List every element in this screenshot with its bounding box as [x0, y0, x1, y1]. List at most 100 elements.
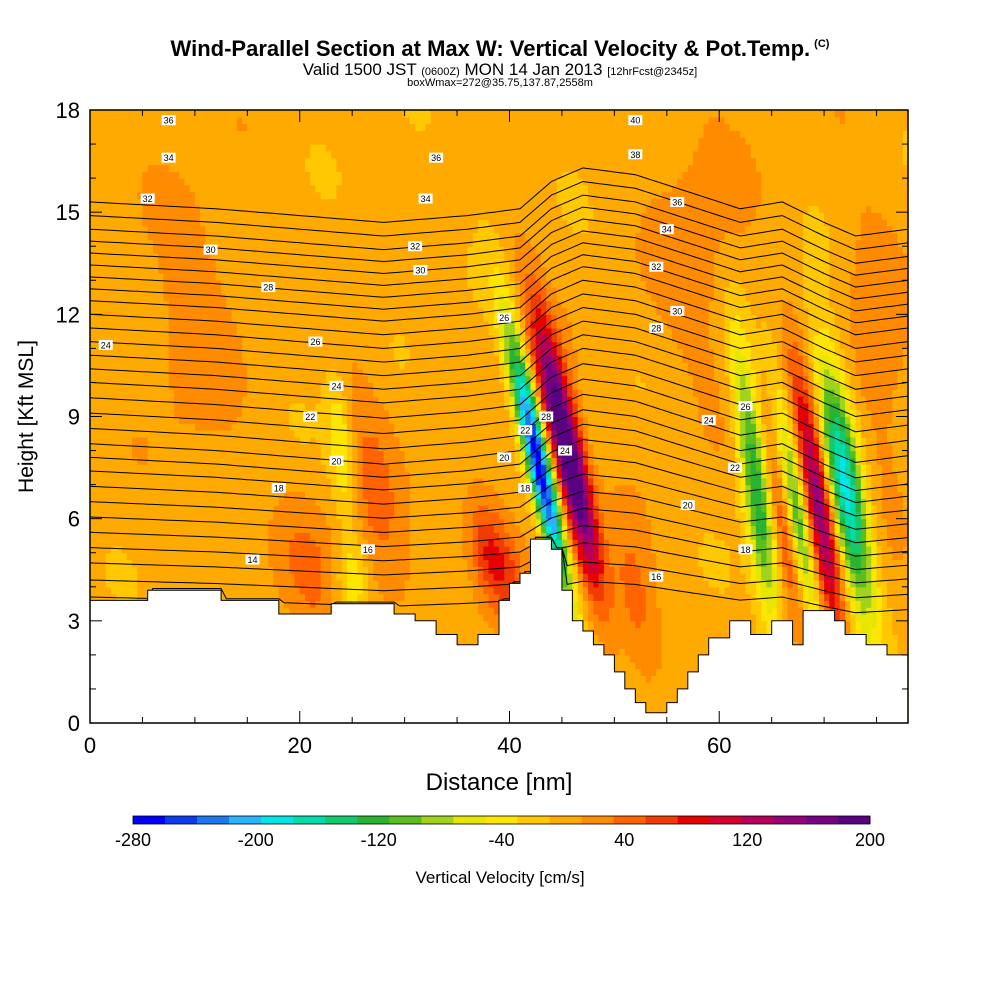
velocity-cell [331, 355, 337, 363]
velocity-cell [142, 205, 149, 213]
velocity-cell [226, 539, 233, 547]
velocity-cell [346, 259, 353, 268]
velocity-cell [137, 328, 143, 336]
velocity-cell [116, 348, 122, 356]
velocity-cell [263, 505, 269, 513]
velocity-cell [173, 164, 180, 172]
velocity-cell [294, 525, 301, 533]
velocity-cell [95, 116, 101, 125]
velocity-cell [373, 334, 379, 343]
velocity-cell [278, 511, 285, 520]
velocity-cell [100, 375, 107, 383]
velocity-cell [205, 539, 212, 547]
velocity-cell [378, 593, 385, 601]
velocity-cell [236, 498, 243, 506]
velocity-cell [111, 457, 117, 465]
velocity-cell [121, 225, 128, 234]
velocity-cell [179, 505, 185, 513]
velocity-cell [273, 314, 280, 322]
velocity-cell [173, 300, 180, 309]
velocity-cell [305, 362, 311, 370]
velocity-cell [373, 423, 379, 431]
velocity-cell [310, 375, 316, 383]
velocity-cell [158, 362, 164, 370]
velocity-cell [137, 273, 143, 281]
velocity-cell [142, 430, 149, 438]
velocity-cell [352, 205, 358, 213]
velocity-cell [268, 511, 275, 520]
velocity-cell [95, 110, 101, 118]
velocity-cell [189, 328, 196, 336]
velocity-cell [320, 178, 327, 186]
velocity-cell [315, 219, 322, 227]
velocity-cell [367, 178, 374, 186]
velocity-cell [268, 130, 275, 138]
velocity-cell [137, 559, 143, 567]
velocity-cell [168, 239, 175, 247]
velocity-cell [215, 144, 222, 152]
velocity-cell [116, 471, 122, 479]
velocity-cell [215, 334, 222, 343]
velocity-cell [320, 341, 327, 349]
velocity-cell [273, 518, 280, 527]
velocity-cell [184, 287, 191, 295]
velocity-cell [100, 321, 107, 329]
velocity-cell [194, 130, 201, 138]
velocity-cell [294, 157, 301, 166]
velocity-cell [352, 266, 358, 275]
velocity-cell [289, 307, 296, 315]
velocity-cell [346, 566, 353, 574]
velocity-cell [252, 382, 259, 390]
velocity-cell [215, 525, 222, 533]
velocity-cell [90, 545, 96, 554]
velocity-cell [221, 464, 227, 472]
velocity-cell [116, 464, 122, 472]
velocity-cell [226, 382, 233, 390]
velocity-cell [90, 464, 96, 472]
velocity-cell [163, 498, 170, 506]
velocity-cell [336, 246, 343, 254]
velocity-cell [373, 552, 379, 561]
velocity-cell [294, 212, 301, 220]
velocity-cell [242, 280, 248, 288]
velocity-cell [121, 457, 128, 465]
velocity-cell [205, 382, 212, 390]
velocity-cell [158, 184, 164, 193]
velocity-cell [137, 389, 143, 397]
velocity-cell [299, 341, 306, 349]
velocity-cell [326, 491, 332, 499]
velocity-cell [215, 423, 222, 431]
velocity-cell [299, 246, 306, 254]
velocity-cell [126, 198, 133, 206]
velocity-cell [242, 259, 248, 268]
velocity-cell [131, 552, 138, 561]
velocity-cell [236, 430, 243, 438]
velocity-cell [221, 402, 227, 411]
velocity-cell [168, 430, 175, 438]
velocity-cell [331, 205, 337, 213]
velocity-cell [231, 355, 238, 363]
velocity-cell [284, 607, 290, 615]
velocity-cell [247, 116, 254, 125]
velocity-cell [184, 246, 191, 254]
velocity-cell [367, 157, 374, 166]
velocity-cell [231, 382, 238, 390]
velocity-cell [247, 232, 254, 240]
velocity-cell [168, 450, 175, 458]
velocity-cell [289, 430, 296, 438]
velocity-cell [179, 144, 185, 152]
velocity-cell [252, 477, 259, 486]
velocity-cell [95, 137, 101, 145]
velocity-cell [346, 545, 353, 554]
velocity-cell [341, 150, 348, 159]
velocity-cell [184, 539, 191, 547]
velocity-cell [263, 525, 269, 533]
velocity-cell [142, 348, 149, 356]
velocity-cell [221, 287, 227, 295]
velocity-cell [200, 239, 206, 247]
velocity-cell [346, 150, 353, 159]
velocity-cell [137, 566, 143, 574]
velocity-cell [215, 382, 222, 390]
velocity-cell [205, 219, 212, 227]
velocity-cell [331, 573, 337, 581]
